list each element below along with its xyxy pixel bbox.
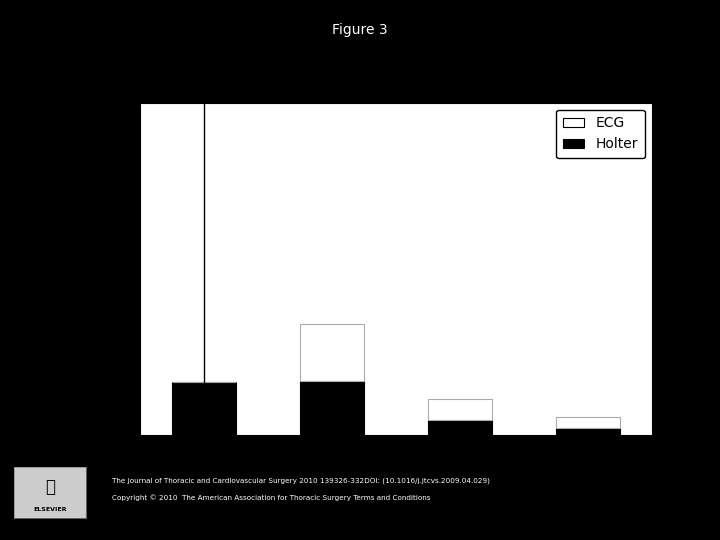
Bar — [300, 325, 364, 381]
Text: Figure 3: Figure 3 — [332, 23, 388, 37]
X-axis label: Follow-up (months): Follow-up (months) — [298, 464, 494, 482]
Text: Copyright © 2010  The American Association for Thoracic Surgery Terms and Condit: Copyright © 2010 The American Associatio… — [112, 494, 430, 501]
Bar — [428, 399, 492, 420]
Text: 🌿: 🌿 — [45, 477, 55, 496]
Bar — [556, 417, 620, 428]
Bar — [172, 382, 236, 435]
Bar — [428, 420, 492, 435]
Text: ELSEVIER: ELSEVIER — [34, 507, 67, 512]
Legend: ECG, Holter: ECG, Holter — [557, 110, 644, 158]
Text: The Journal of Thoracic and Cardiovascular Surgery 2010 139326-332DOI: (10.1016/: The Journal of Thoracic and Cardiovascul… — [112, 478, 490, 484]
Y-axis label: ECG & Holter: ECG & Holter — [81, 210, 99, 328]
Bar — [300, 381, 364, 435]
Bar — [556, 428, 620, 435]
